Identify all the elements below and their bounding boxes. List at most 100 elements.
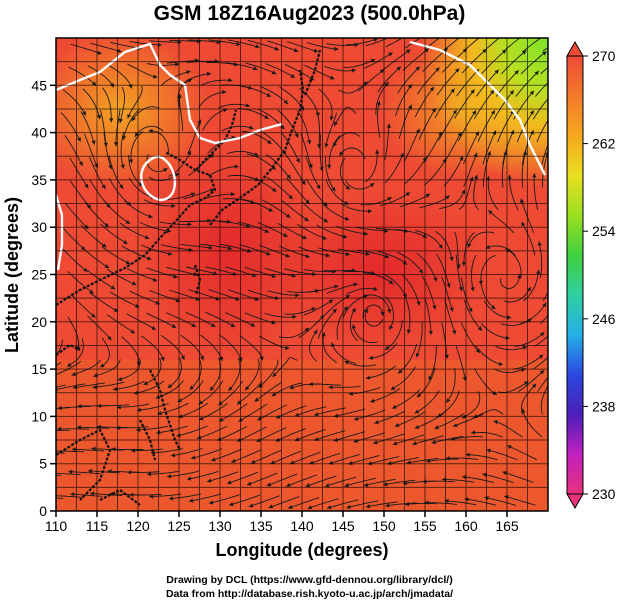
streamline-arrowhead bbox=[151, 325, 156, 330]
streamline-arrowhead bbox=[404, 501, 409, 507]
y-tick-label: 0 bbox=[39, 503, 47, 519]
streamline bbox=[178, 402, 209, 418]
streamline-arrowhead bbox=[416, 301, 421, 306]
streamline bbox=[495, 345, 528, 351]
streamline bbox=[207, 166, 239, 177]
streamline-arrowhead bbox=[471, 430, 476, 435]
streamline bbox=[509, 174, 519, 211]
streamline bbox=[539, 314, 548, 324]
streamline-arrowhead bbox=[167, 474, 172, 479]
streamline bbox=[442, 478, 475, 483]
streamline bbox=[117, 358, 141, 381]
streamline-arrowhead bbox=[431, 439, 436, 445]
streamline bbox=[397, 66, 421, 94]
streamline bbox=[486, 449, 518, 461]
streamline-arrowhead bbox=[186, 70, 191, 75]
streamline bbox=[76, 426, 110, 429]
streamline-arrowhead bbox=[457, 132, 462, 137]
streamline-arrowhead bbox=[271, 392, 277, 397]
streamline bbox=[383, 479, 416, 486]
streamline bbox=[227, 150, 259, 157]
streamline-arrowhead bbox=[415, 424, 420, 429]
streamline-arrowhead bbox=[542, 302, 547, 308]
streamline bbox=[309, 329, 318, 362]
streamline bbox=[119, 222, 150, 240]
streamline bbox=[318, 247, 350, 256]
streamline-arrowhead bbox=[91, 81, 97, 86]
streamline-arrowhead bbox=[330, 75, 335, 80]
streamline-arrowhead bbox=[230, 191, 235, 197]
streamline-arrowhead bbox=[67, 362, 72, 367]
streamline bbox=[56, 497, 64, 499]
streamline-arrowhead bbox=[328, 299, 334, 304]
colorbar: 270 262 254 246 238 230 bbox=[566, 40, 616, 510]
streamline bbox=[348, 386, 381, 395]
y-tick-label: 5 bbox=[39, 456, 47, 472]
streamline-arrowhead bbox=[92, 384, 97, 390]
streamline-arrowhead bbox=[91, 313, 96, 318]
streamline bbox=[100, 223, 128, 245]
streamline-arrowhead bbox=[375, 149, 380, 154]
streamline bbox=[365, 38, 389, 47]
streamline-arrowhead bbox=[206, 71, 212, 77]
colorbar-bottom-arrow bbox=[566, 493, 584, 510]
streamline bbox=[90, 42, 122, 53]
streamline bbox=[532, 98, 548, 120]
streamline-arrowhead bbox=[304, 217, 309, 222]
streamline-arrowhead bbox=[317, 144, 322, 149]
streamline bbox=[107, 64, 133, 89]
streamline-arrowhead bbox=[271, 187, 277, 192]
streamline-arrowhead bbox=[286, 174, 291, 179]
streamline-arrowhead bbox=[82, 111, 86, 116]
streamline-arrowhead bbox=[353, 282, 358, 287]
x-tick-label: 130 bbox=[208, 518, 232, 534]
streamline-arrowhead bbox=[130, 448, 135, 453]
streamline-arrowhead bbox=[343, 306, 348, 311]
streamline-arrowhead bbox=[57, 426, 62, 432]
streamline bbox=[136, 425, 169, 431]
streamline-arrowhead bbox=[187, 150, 191, 156]
streamline bbox=[180, 73, 212, 86]
streamline bbox=[127, 63, 158, 78]
streamline bbox=[259, 335, 290, 349]
streamline-arrowhead bbox=[227, 480, 232, 485]
streamline bbox=[320, 202, 350, 221]
streamline bbox=[146, 154, 168, 173]
streamline-arrowhead bbox=[418, 269, 423, 274]
streamline-arrowhead bbox=[433, 277, 438, 282]
streamline-arrowhead bbox=[264, 229, 270, 233]
streamline-arrowhead bbox=[268, 504, 274, 509]
streamline-arrowhead bbox=[456, 264, 461, 269]
streamline bbox=[298, 315, 325, 339]
streamline-arrowhead bbox=[209, 500, 214, 505]
streamline bbox=[149, 493, 182, 498]
x-tick-label: 150 bbox=[372, 518, 396, 534]
streamline-arrowhead bbox=[305, 199, 310, 204]
streamline bbox=[438, 109, 457, 141]
streamline bbox=[402, 274, 420, 306]
streamline-arrowhead bbox=[345, 251, 350, 257]
streamline bbox=[202, 108, 228, 131]
streamline-arrowhead bbox=[493, 420, 498, 425]
streamline bbox=[487, 176, 499, 211]
streamline-arrowhead bbox=[227, 246, 233, 251]
streamline-arrowhead bbox=[147, 256, 152, 261]
streamline bbox=[99, 337, 110, 368]
streamline bbox=[69, 180, 92, 209]
streamline-arrowhead bbox=[344, 216, 350, 221]
streamline-arrowhead bbox=[392, 34, 397, 38]
streamline bbox=[226, 471, 258, 484]
streamline-arrowhead bbox=[155, 394, 161, 399]
streamline bbox=[483, 38, 500, 52]
streamline bbox=[247, 176, 277, 193]
streamline-arrowhead bbox=[333, 142, 338, 147]
streamline-arrowhead bbox=[412, 441, 417, 446]
streamline-arrowhead bbox=[76, 346, 81, 351]
streamline bbox=[342, 295, 369, 318]
streamline-arrowhead bbox=[370, 59, 376, 63]
streamline-arrowhead bbox=[130, 329, 135, 334]
streamline-arrowhead bbox=[539, 332, 545, 337]
streamline bbox=[538, 241, 543, 279]
streamline bbox=[244, 358, 260, 391]
streamline-arrowhead bbox=[325, 253, 330, 258]
